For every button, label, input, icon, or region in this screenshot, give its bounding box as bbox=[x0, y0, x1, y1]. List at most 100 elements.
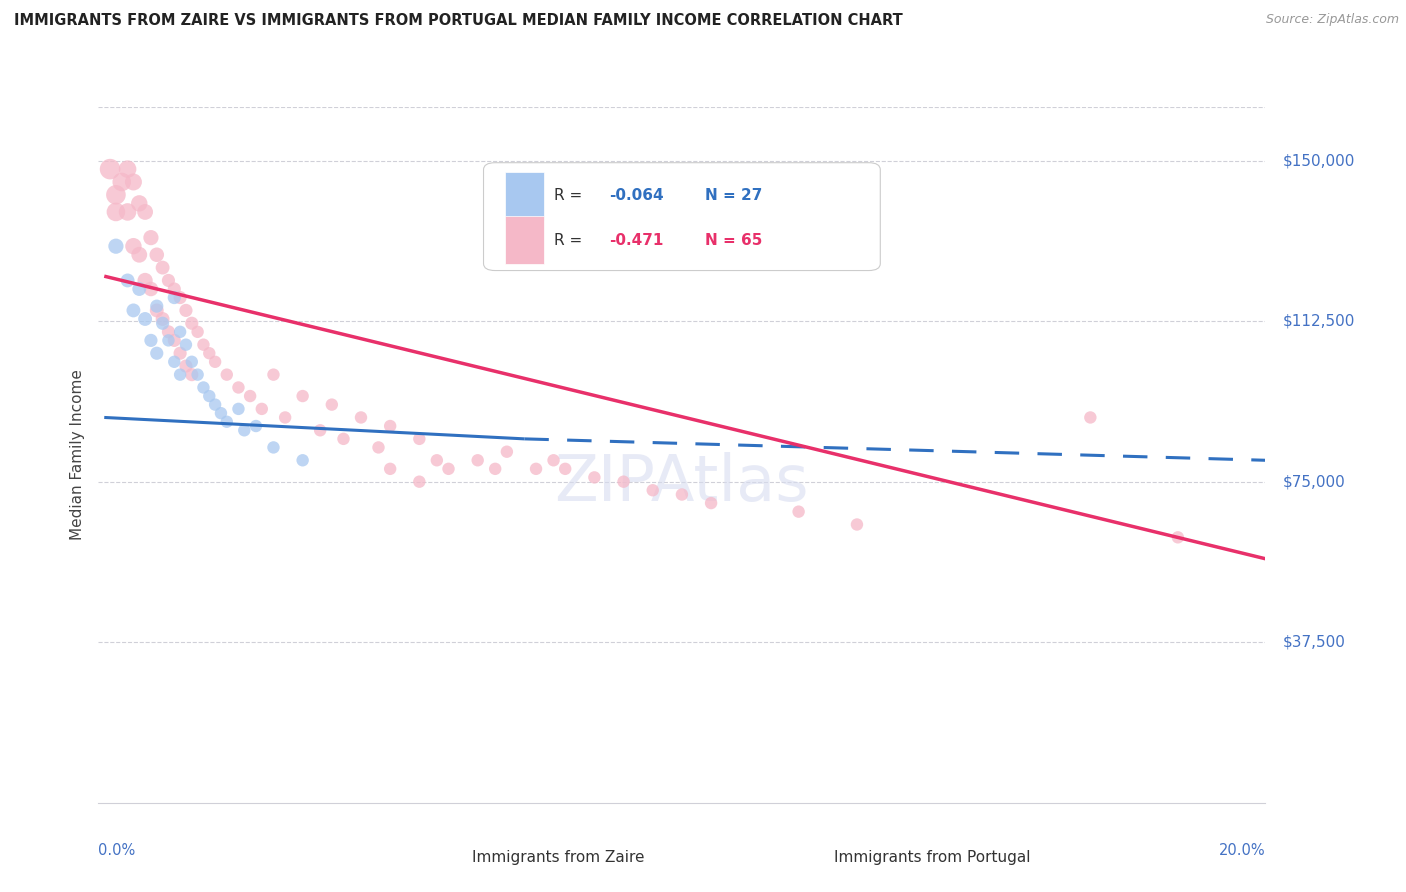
Point bbox=[169, 291, 191, 305]
FancyBboxPatch shape bbox=[773, 826, 818, 856]
Text: N = 65: N = 65 bbox=[706, 233, 762, 248]
Point bbox=[787, 505, 810, 519]
Text: IMMIGRANTS FROM ZAIRE VS IMMIGRANTS FROM PORTUGAL MEDIAN FAMILY INCOME CORRELATI: IMMIGRANTS FROM ZAIRE VS IMMIGRANTS FROM… bbox=[14, 13, 903, 29]
Text: $150,000: $150,000 bbox=[1282, 153, 1355, 168]
Point bbox=[152, 316, 174, 330]
Point bbox=[845, 517, 868, 532]
Point bbox=[134, 273, 156, 287]
Point bbox=[524, 462, 547, 476]
Point bbox=[378, 462, 402, 476]
Point bbox=[139, 282, 162, 296]
Point bbox=[122, 175, 145, 189]
Point bbox=[174, 303, 197, 318]
Point bbox=[157, 325, 180, 339]
Point bbox=[204, 355, 226, 369]
Point bbox=[180, 316, 202, 330]
Point bbox=[146, 299, 169, 313]
Point bbox=[128, 282, 150, 296]
Point bbox=[174, 359, 197, 373]
Point bbox=[583, 470, 606, 484]
Point bbox=[146, 303, 169, 318]
Point bbox=[204, 398, 226, 412]
Point bbox=[198, 389, 221, 403]
Point bbox=[612, 475, 634, 489]
Point bbox=[209, 406, 232, 420]
Text: Source: ZipAtlas.com: Source: ZipAtlas.com bbox=[1265, 13, 1399, 27]
Point bbox=[98, 162, 121, 177]
Y-axis label: Median Family Income: Median Family Income bbox=[69, 369, 84, 541]
Text: ZIPAtlas: ZIPAtlas bbox=[554, 451, 810, 514]
Point bbox=[180, 355, 202, 369]
Point bbox=[484, 462, 506, 476]
Point bbox=[111, 175, 134, 189]
Point bbox=[174, 337, 197, 351]
Text: -0.471: -0.471 bbox=[610, 233, 664, 248]
Point bbox=[163, 291, 186, 305]
Point bbox=[104, 187, 127, 202]
Point bbox=[104, 239, 127, 253]
FancyBboxPatch shape bbox=[505, 172, 544, 220]
Text: $37,500: $37,500 bbox=[1282, 635, 1346, 649]
Point bbox=[262, 368, 284, 382]
Point bbox=[350, 410, 373, 425]
Point bbox=[169, 325, 191, 339]
Text: $112,500: $112,500 bbox=[1282, 314, 1355, 328]
Point bbox=[134, 312, 156, 326]
Point bbox=[117, 162, 139, 177]
Point bbox=[117, 205, 139, 219]
Point bbox=[146, 346, 169, 360]
Point bbox=[1167, 530, 1189, 544]
Text: 20.0%: 20.0% bbox=[1219, 844, 1265, 858]
Point bbox=[671, 487, 693, 501]
Point bbox=[367, 441, 389, 455]
Point bbox=[262, 441, 284, 455]
Point bbox=[291, 389, 314, 403]
Point bbox=[228, 380, 250, 394]
Point bbox=[245, 419, 267, 434]
Point bbox=[139, 230, 162, 244]
Point bbox=[700, 496, 723, 510]
Point bbox=[332, 432, 354, 446]
Point bbox=[157, 273, 180, 287]
Point bbox=[187, 368, 209, 382]
Point bbox=[157, 334, 180, 348]
Point bbox=[152, 260, 174, 275]
Point bbox=[408, 432, 430, 446]
Point bbox=[274, 410, 297, 425]
Point bbox=[426, 453, 449, 467]
FancyBboxPatch shape bbox=[411, 826, 457, 856]
Point bbox=[233, 423, 256, 437]
Point bbox=[104, 205, 127, 219]
Point bbox=[139, 334, 162, 348]
Point bbox=[495, 444, 517, 458]
Point bbox=[169, 346, 191, 360]
Point bbox=[187, 325, 209, 339]
Text: -0.064: -0.064 bbox=[610, 188, 664, 203]
Point bbox=[543, 453, 565, 467]
Point bbox=[146, 248, 169, 262]
Text: R =: R = bbox=[554, 233, 592, 248]
Point bbox=[193, 380, 215, 394]
Point bbox=[215, 368, 238, 382]
Point bbox=[641, 483, 664, 498]
Point bbox=[378, 419, 402, 434]
Text: 0.0%: 0.0% bbox=[98, 844, 135, 858]
Text: Immigrants from Zaire: Immigrants from Zaire bbox=[472, 850, 644, 865]
Point bbox=[128, 196, 150, 211]
Point bbox=[291, 453, 314, 467]
Point bbox=[163, 355, 186, 369]
Point bbox=[309, 423, 332, 437]
Point bbox=[1080, 410, 1102, 425]
Point bbox=[180, 368, 202, 382]
Point bbox=[554, 462, 576, 476]
Point bbox=[239, 389, 262, 403]
Point bbox=[437, 462, 460, 476]
Point bbox=[250, 401, 273, 416]
Point bbox=[228, 401, 250, 416]
Point bbox=[152, 312, 174, 326]
Point bbox=[163, 282, 186, 296]
Point bbox=[321, 398, 343, 412]
Point bbox=[169, 368, 191, 382]
Point bbox=[122, 303, 145, 318]
Point bbox=[198, 346, 221, 360]
